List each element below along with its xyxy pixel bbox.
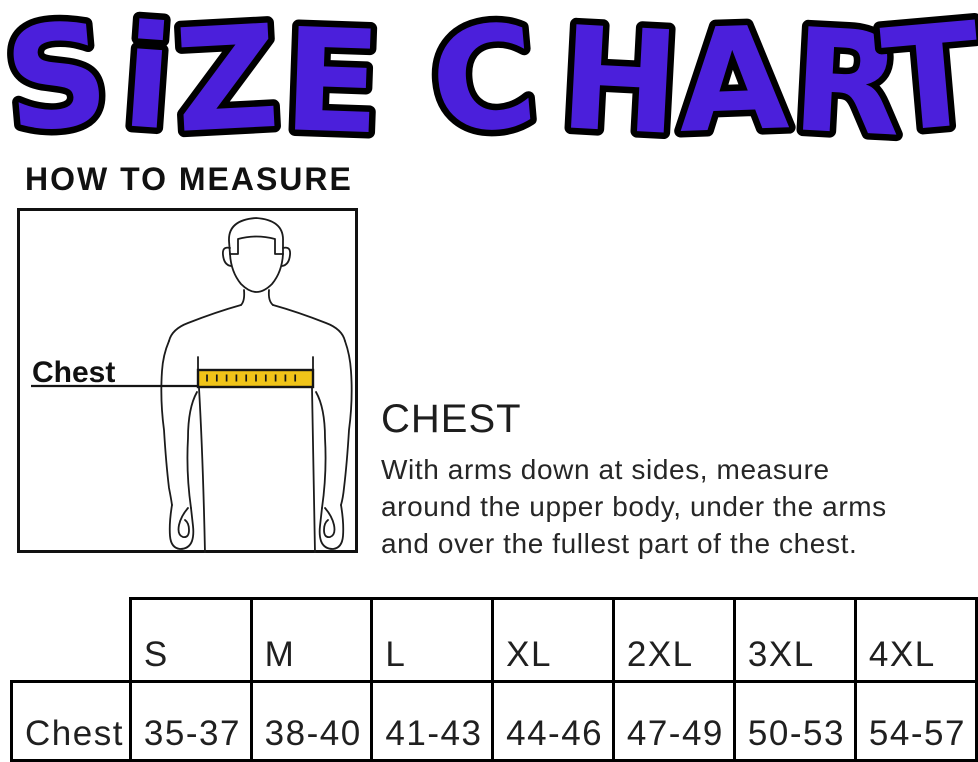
size-value-cell: 41-43 (370, 680, 495, 762)
title-letter: S (0, 0, 115, 155)
table-corner-cell (12, 599, 131, 682)
title-letter: T (877, 0, 978, 155)
size-table: S M L XL 2XL 3XL 4XL Chest 35-37 38-40 4… (10, 597, 978, 762)
chest-section-heading: CHEST (381, 397, 522, 441)
chest-instructions: With arms down at sides, measure around … (381, 451, 887, 562)
chest-instructions-line: With arms down at sides, measure (381, 454, 830, 485)
tape-tick-marks (206, 374, 297, 382)
table-row: Chest 35-37 38-40 41-43 44-46 47-49 50-5… (10, 680, 978, 762)
chest-instructions-line: around the upper body, under the arms (381, 491, 887, 522)
title-letter: C (425, 0, 543, 155)
size-column-header: 2XL (611, 597, 736, 683)
title-letter: Z (171, 0, 282, 155)
title-letter: R (788, 0, 906, 155)
size-value-cell: 44-46 (491, 680, 615, 762)
chest-instructions-line: and over the fullest part of the chest. (381, 528, 858, 559)
measuring-tape (196, 368, 315, 389)
size-column-header: XL (491, 597, 615, 683)
size-column-header: 4XL (853, 597, 978, 683)
chest-label: Chest (32, 356, 115, 389)
size-value-cell: 54-57 (853, 680, 978, 762)
size-chart-title: S i Z E C H A R T (0, 0, 978, 155)
how-to-measure-heading: HOW TO MEASURE (25, 161, 353, 197)
size-value-cell: 50-53 (732, 680, 857, 762)
title-letter: A (675, 0, 791, 155)
size-value-cell: 38-40 (249, 680, 374, 762)
size-column-header: S (128, 597, 253, 683)
body-figure (160, 217, 353, 553)
chest-row-label: Chest (10, 680, 132, 762)
body-figure-drawing: Chest (31, 217, 353, 553)
size-table-header-row: S M L XL 2XL 3XL 4XL (12, 597, 978, 683)
size-value-cell: 35-37 (128, 680, 253, 762)
title-letter: H (556, 0, 683, 155)
measurement-diagram: Chest (17, 208, 358, 553)
size-column-header: 3XL (732, 597, 857, 683)
size-column-header: L (370, 597, 495, 683)
title-letter: E (281, 0, 384, 155)
title-letter: i (118, 0, 178, 155)
size-value-cell: 47-49 (611, 680, 736, 762)
size-column-header: M (249, 597, 374, 683)
